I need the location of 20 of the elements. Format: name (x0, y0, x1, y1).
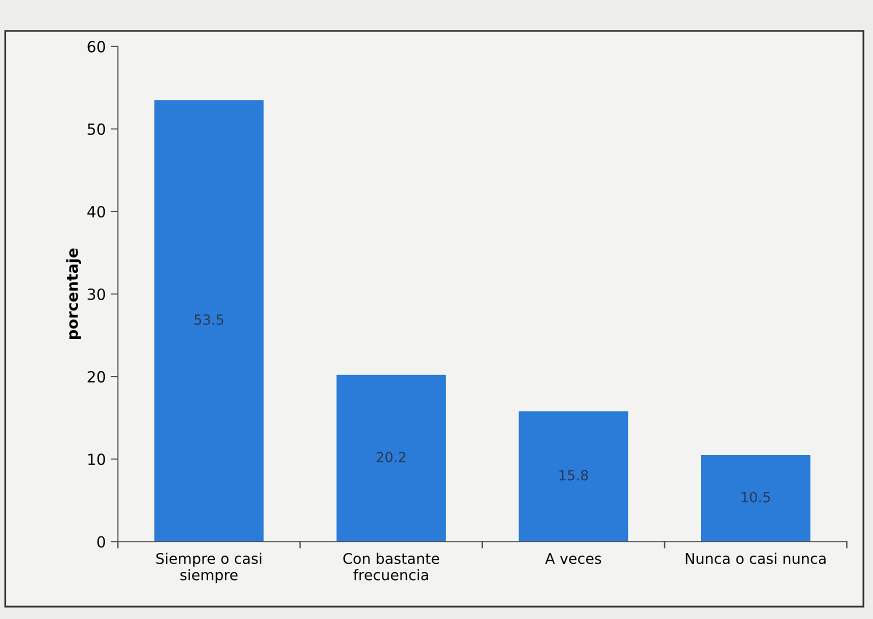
x-tick-label: Nunca o casi nunca (686, 552, 826, 564)
y-tick-label: 50 (88, 123, 106, 135)
y-tick-label: 10 (88, 454, 106, 466)
y-tick-label: 60 (88, 40, 106, 52)
x-tick-label: Siempre o casi siempre (156, 552, 262, 584)
x-tick-label: Con bastante frecuencia (343, 552, 440, 580)
data-label: 20.2 (376, 452, 406, 462)
y-tick-label: 20 (88, 371, 106, 383)
y-tick-label: 0 (97, 536, 106, 548)
bar (701, 454, 810, 542)
bar (336, 374, 446, 542)
bar (154, 100, 264, 542)
data-label: 15.8 (560, 470, 588, 480)
data-label: 53.5 (194, 314, 224, 325)
y-tick-label: 40 (87, 206, 106, 218)
x-tick-label: A veces (545, 553, 602, 564)
y-tick-label: 30 (88, 288, 106, 300)
bar (518, 411, 628, 542)
data-label: 10.5 (742, 492, 770, 502)
y-axis-title: porcentaje (66, 248, 82, 339)
